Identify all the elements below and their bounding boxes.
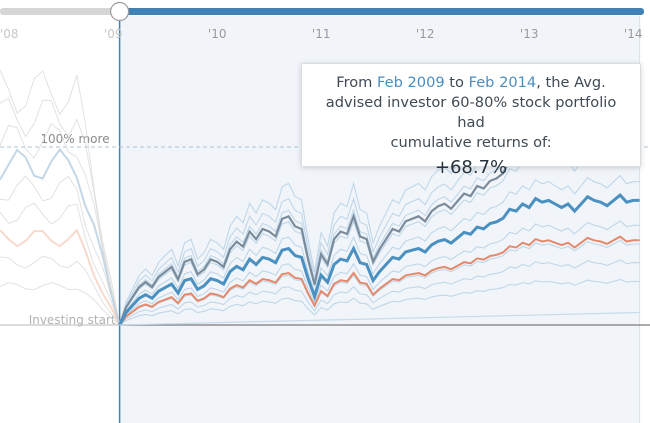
x-tick-label: '13 (520, 27, 539, 41)
pre-start-series-line (0, 202, 121, 326)
pre-start-series-line (0, 123, 121, 326)
tooltip-from-date: Feb 2009 (377, 74, 445, 91)
tooltip-line3: cumulative returns of: (390, 134, 552, 151)
slider-track-active[interactable] (119, 8, 645, 15)
tooltip-line2: advised investor 60-80% stock portfolio … (325, 94, 617, 131)
pre-start-series-line (0, 175, 121, 326)
pre-start-series-line (0, 228, 121, 326)
baseline-label: Investing start (29, 313, 116, 327)
tooltip-return-value: +68.7% (434, 157, 508, 178)
tooltip-line1-rest: , the Avg. (536, 74, 606, 91)
x-tick-label: '14 (624, 27, 643, 41)
series-line-cash (119, 311, 640, 326)
slider-handle[interactable] (109, 1, 130, 22)
x-tick-label: '09 (104, 27, 123, 41)
x-tick-label: '11 (312, 27, 331, 41)
reference-label-100: 100% more (40, 132, 109, 146)
returns-tooltip: From Feb 2009 to Feb 2014, the Avg. advi… (301, 63, 641, 178)
pre-start-series-line (0, 282, 120, 326)
x-tick-label: '08 (0, 27, 18, 41)
pre-start-series-line (0, 97, 121, 326)
x-axis: '08 '09 '10 '11 '12 '13 '14 (0, 27, 642, 41)
pre-start-series-line (0, 147, 121, 326)
background-series-line (119, 220, 640, 326)
tooltip-prefix: From (336, 74, 378, 91)
background-series-line (119, 174, 640, 326)
slider-track-inactive[interactable] (0, 8, 120, 15)
pre-start-series-line (0, 69, 121, 326)
series-line-benchmark (118, 235, 640, 326)
pre-start-series-line (0, 255, 121, 326)
x-tick-label: '10 (208, 27, 227, 41)
tooltip-mid: to (444, 74, 469, 91)
x-tick-label: '12 (416, 27, 435, 41)
background-series-line (119, 259, 640, 326)
tooltip-to-date: Feb 2014 (468, 74, 537, 91)
series-line-advised (118, 193, 640, 326)
time-range-slider[interactable] (0, 1, 645, 22)
background-series-line (119, 278, 640, 326)
